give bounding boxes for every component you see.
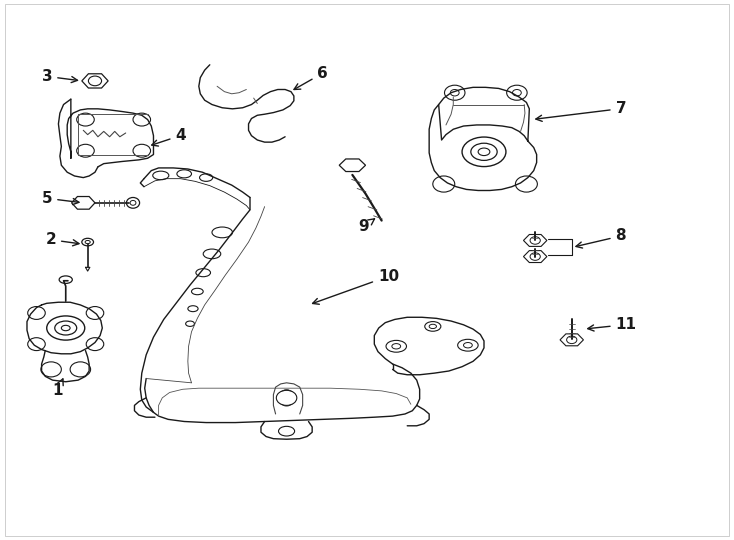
Circle shape xyxy=(530,253,540,260)
Ellipse shape xyxy=(188,306,198,312)
Ellipse shape xyxy=(200,174,213,181)
Circle shape xyxy=(28,338,46,350)
Ellipse shape xyxy=(392,343,401,349)
Circle shape xyxy=(77,144,94,157)
Circle shape xyxy=(445,85,465,100)
Ellipse shape xyxy=(153,171,169,180)
Text: 1: 1 xyxy=(53,379,63,397)
Ellipse shape xyxy=(126,198,139,208)
Text: 4: 4 xyxy=(152,128,186,146)
Text: 10: 10 xyxy=(313,269,399,304)
Circle shape xyxy=(276,390,297,406)
Text: 5: 5 xyxy=(42,191,79,206)
Circle shape xyxy=(70,362,90,377)
Ellipse shape xyxy=(429,324,437,328)
Polygon shape xyxy=(523,251,547,262)
Text: 11: 11 xyxy=(588,317,636,332)
Ellipse shape xyxy=(278,427,294,436)
Circle shape xyxy=(506,85,527,100)
Ellipse shape xyxy=(464,342,472,348)
Ellipse shape xyxy=(203,249,221,259)
Text: 8: 8 xyxy=(576,228,626,248)
Circle shape xyxy=(88,76,101,86)
Ellipse shape xyxy=(470,143,497,160)
Ellipse shape xyxy=(278,390,294,406)
Polygon shape xyxy=(523,234,547,246)
Polygon shape xyxy=(81,74,108,88)
Ellipse shape xyxy=(47,316,84,340)
Ellipse shape xyxy=(478,148,490,156)
Circle shape xyxy=(515,176,537,192)
Text: 7: 7 xyxy=(536,101,626,122)
Ellipse shape xyxy=(186,321,195,326)
Ellipse shape xyxy=(55,321,77,335)
Polygon shape xyxy=(339,159,366,172)
Ellipse shape xyxy=(81,238,93,246)
Ellipse shape xyxy=(177,170,192,178)
Circle shape xyxy=(451,90,459,96)
Circle shape xyxy=(512,90,521,96)
Text: 3: 3 xyxy=(42,69,78,84)
Circle shape xyxy=(133,113,150,126)
Ellipse shape xyxy=(386,340,407,352)
Circle shape xyxy=(567,336,577,343)
Circle shape xyxy=(433,176,455,192)
Text: 9: 9 xyxy=(358,219,374,234)
Ellipse shape xyxy=(458,339,478,351)
Circle shape xyxy=(530,237,540,244)
Circle shape xyxy=(86,338,103,350)
Ellipse shape xyxy=(212,227,233,238)
Text: 6: 6 xyxy=(294,66,328,90)
Circle shape xyxy=(41,362,62,377)
Circle shape xyxy=(28,307,46,320)
Ellipse shape xyxy=(130,200,136,205)
Ellipse shape xyxy=(85,240,90,244)
Circle shape xyxy=(86,307,103,320)
Circle shape xyxy=(133,144,150,157)
Ellipse shape xyxy=(62,325,70,330)
Ellipse shape xyxy=(196,269,211,276)
Circle shape xyxy=(77,113,94,126)
Polygon shape xyxy=(560,334,584,346)
Polygon shape xyxy=(72,197,95,209)
Ellipse shape xyxy=(59,276,73,284)
Ellipse shape xyxy=(425,322,441,331)
Text: 2: 2 xyxy=(46,232,79,247)
Ellipse shape xyxy=(462,137,506,166)
Ellipse shape xyxy=(192,288,203,295)
